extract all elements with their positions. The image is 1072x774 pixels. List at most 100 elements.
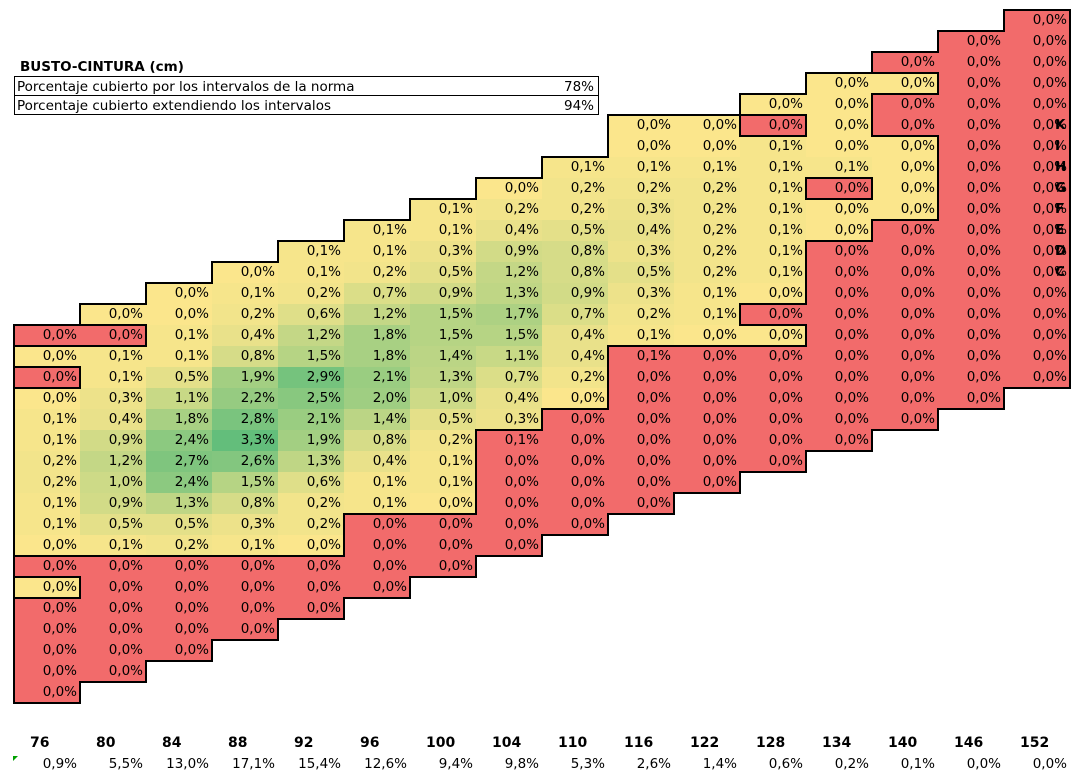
grid-cell[interactable]: 0,0%	[872, 304, 938, 325]
grid-cell[interactable]: 0,0%	[1004, 325, 1070, 346]
grid-cell[interactable]: 0,0%	[806, 346, 872, 367]
grid-cell[interactable]: 1,9%	[278, 430, 344, 451]
grid-cell[interactable]: 0,0%	[938, 199, 1004, 220]
grid-cell[interactable]: 0,2%	[146, 535, 212, 556]
grid-cell[interactable]: 0,0%	[674, 325, 740, 346]
info-row-extended-coverage[interactable]: Porcentaje cubierto extendiendo los inte…	[14, 95, 599, 115]
grid-cell[interactable]: 1,4%	[410, 346, 476, 367]
grid-cell[interactable]: 0,2%	[542, 178, 608, 199]
grid-cell[interactable]: 0,0%	[872, 115, 938, 136]
grid-cell[interactable]: 0,0%	[872, 241, 938, 262]
grid-cell[interactable]: 0,0%	[608, 136, 674, 157]
grid-cell[interactable]: 0,0%	[80, 661, 146, 682]
grid-cell[interactable]: 0,0%	[212, 556, 278, 577]
info-row-norm-coverage[interactable]: Porcentaje cubierto por los intervalos d…	[14, 76, 599, 96]
grid-cell[interactable]: 2,4%	[146, 430, 212, 451]
grid-cell[interactable]: 0,8%	[542, 262, 608, 283]
grid-cell[interactable]: 1,3%	[146, 493, 212, 514]
grid-cell[interactable]: 0,1%	[344, 241, 410, 262]
grid-cell[interactable]: 1,1%	[476, 346, 542, 367]
grid-cell[interactable]: 0,0%	[872, 178, 938, 199]
grid-cell[interactable]: 0,0%	[608, 430, 674, 451]
grid-cell[interactable]: 0,0%	[938, 241, 1004, 262]
grid-cell[interactable]: 0,0%	[344, 556, 410, 577]
grid-cell[interactable]: 0,1%	[344, 472, 410, 493]
grid-cell[interactable]: 1,8%	[344, 346, 410, 367]
grid-cell[interactable]: 0,1%	[410, 472, 476, 493]
grid-cell[interactable]: 0,0%	[1004, 52, 1070, 73]
grid-cell[interactable]: 0,3%	[608, 283, 674, 304]
grid-cell[interactable]: 0,1%	[80, 346, 146, 367]
grid-cell[interactable]: 0,4%	[344, 451, 410, 472]
grid-cell[interactable]: 0,0%	[80, 619, 146, 640]
grid-cell[interactable]: 0,0%	[806, 178, 872, 199]
grid-cell[interactable]: 1,5%	[476, 325, 542, 346]
grid-cell[interactable]: 0,0%	[740, 409, 806, 430]
grid-cell[interactable]: 0,0%	[1004, 346, 1070, 367]
grid-cell[interactable]: 0,2%	[674, 262, 740, 283]
grid-cell[interactable]: 1,5%	[410, 304, 476, 325]
grid-cell[interactable]: 0,0%	[14, 619, 80, 640]
grid-cell[interactable]: 0,1%	[80, 535, 146, 556]
grid-cell[interactable]: 0,6%	[278, 304, 344, 325]
grid-cell[interactable]: 0,0%	[14, 640, 80, 661]
grid-cell[interactable]: 1,2%	[476, 262, 542, 283]
grid-cell[interactable]: 0,0%	[278, 577, 344, 598]
grid-cell[interactable]: 0,0%	[674, 388, 740, 409]
grid-cell[interactable]: 1,5%	[278, 346, 344, 367]
grid-cell[interactable]: 0,0%	[1004, 73, 1070, 94]
grid-cell[interactable]: 0,3%	[410, 241, 476, 262]
grid-cell[interactable]: 0,0%	[608, 409, 674, 430]
grid-cell[interactable]: 0,0%	[872, 262, 938, 283]
grid-cell[interactable]: 0,5%	[80, 514, 146, 535]
grid-cell[interactable]: 0,4%	[476, 220, 542, 241]
grid-cell[interactable]: 0,1%	[476, 430, 542, 451]
grid-cell[interactable]: 0,0%	[542, 409, 608, 430]
grid-cell[interactable]: 0,1%	[674, 283, 740, 304]
grid-cell[interactable]: 0,0%	[1004, 10, 1070, 31]
grid-cell[interactable]: 0,0%	[212, 619, 278, 640]
grid-cell[interactable]: 0,1%	[146, 325, 212, 346]
grid-cell[interactable]: 0,8%	[212, 346, 278, 367]
grid-cell[interactable]: 0,0%	[1004, 178, 1070, 199]
grid-cell[interactable]: 0,0%	[674, 472, 740, 493]
grid-cell[interactable]: 0,0%	[344, 535, 410, 556]
grid-cell[interactable]: 0,1%	[806, 157, 872, 178]
grid-cell[interactable]: 0,0%	[410, 556, 476, 577]
grid-cell[interactable]: 0,3%	[212, 514, 278, 535]
grid-cell[interactable]: 0,0%	[938, 178, 1004, 199]
grid-cell[interactable]: 1,2%	[344, 304, 410, 325]
grid-cell[interactable]: 0,0%	[740, 367, 806, 388]
grid-cell[interactable]: 0,0%	[938, 304, 1004, 325]
grid-cell[interactable]: 0,0%	[938, 157, 1004, 178]
grid-cell[interactable]: 1,0%	[410, 388, 476, 409]
grid-cell[interactable]: 0,0%	[476, 535, 542, 556]
grid-cell[interactable]: 0,0%	[80, 304, 146, 325]
grid-cell[interactable]: 0,7%	[476, 367, 542, 388]
grid-cell[interactable]: 0,0%	[674, 451, 740, 472]
grid-cell[interactable]: 0,0%	[740, 388, 806, 409]
grid-cell[interactable]: 0,0%	[146, 577, 212, 598]
grid-cell[interactable]: 0,1%	[410, 220, 476, 241]
grid-cell[interactable]: 0,0%	[872, 346, 938, 367]
grid-cell[interactable]: 0,2%	[608, 304, 674, 325]
grid-cell[interactable]: 0,0%	[872, 409, 938, 430]
grid-cell[interactable]: 0,0%	[14, 367, 80, 388]
grid-cell[interactable]: 0,2%	[608, 178, 674, 199]
grid-cell[interactable]: 0,0%	[146, 640, 212, 661]
grid-cell[interactable]: 1,8%	[344, 325, 410, 346]
grid-cell[interactable]: 0,0%	[344, 577, 410, 598]
grid-cell[interactable]: 0,0%	[872, 220, 938, 241]
grid-cell[interactable]: 0,5%	[410, 262, 476, 283]
grid-cell[interactable]: 1,7%	[476, 304, 542, 325]
grid-cell[interactable]: 0,0%	[14, 682, 80, 703]
grid-cell[interactable]: 0,0%	[608, 367, 674, 388]
grid-cell[interactable]: 0,2%	[674, 199, 740, 220]
grid-cell[interactable]: 0,0%	[212, 598, 278, 619]
grid-cell[interactable]: 0,3%	[608, 199, 674, 220]
grid-cell[interactable]: 0,0%	[146, 598, 212, 619]
grid-cell[interactable]: 0,0%	[410, 493, 476, 514]
grid-cell[interactable]: 0,4%	[542, 346, 608, 367]
grid-cell[interactable]: 0,2%	[674, 220, 740, 241]
grid-cell[interactable]: 0,0%	[1004, 262, 1070, 283]
